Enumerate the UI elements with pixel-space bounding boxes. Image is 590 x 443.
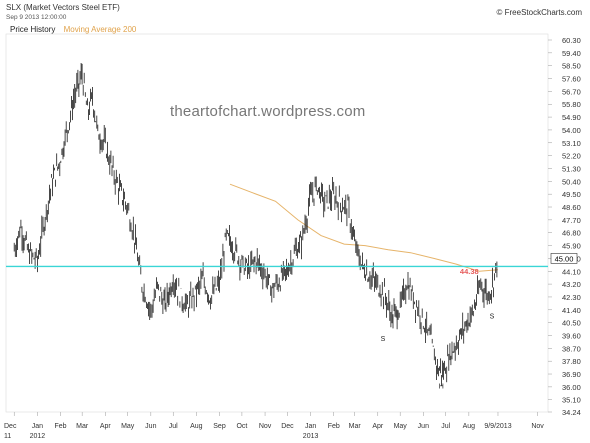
ma-value-label: 44.38 [460,267,479,276]
x-tick-label: Sep [213,423,226,430]
y-tick-label: 37.80 [562,357,581,366]
last-price-label: 45.00 [555,254,574,263]
x-tick-label: Mar [349,423,362,430]
x-tick-label: Jan [32,423,43,430]
x-year-label: 2013 [303,433,319,440]
y-tick-label: 41.40 [562,306,581,315]
y-tick-label: 54.00 [562,126,581,135]
y-tick-label: 60.30 [562,36,581,45]
chart-datetime: Sep 9 2013 12:00:00 [6,14,67,21]
chart-header: SLX (Market Vectors Steel ETF) Sep 9 201… [6,3,120,23]
y-tick-label: 47.70 [562,216,581,225]
y-tick-label: 36.00 [562,383,581,392]
y-tick-label: 46.80 [562,229,581,238]
x-tick-label: Jun [145,423,156,430]
x-tick-label: Feb [54,423,66,430]
x-tick-label: Apr [100,423,112,430]
y-tick-label: 53.10 [562,139,581,148]
x-tick-label: Dec [4,423,17,430]
y-tick-label: 39.60 [562,331,581,340]
y-tick-label: 38.70 [562,344,581,353]
x-tick-label: Nov [531,423,544,430]
x-tick-label: Aug [463,423,476,430]
y-tick-label: 36.90 [562,370,581,379]
x-tick-label: Dec [281,423,294,430]
y-tick-label: 34.24 [562,408,581,417]
plot-border [5,33,549,413]
x-tick-label: 9/9/2013 [484,423,511,430]
x-tick-label: Nov [259,423,272,430]
pattern-annotation: S [381,336,386,343]
x-tick-label: May [394,423,408,430]
y-tick-label: 43.20 [562,280,581,289]
x-year-label: 11 [4,433,11,440]
y-tick-label: 57.60 [562,75,581,84]
chart-legend: Price History Moving Average 200 [10,25,136,35]
y-tick-label: 40.50 [562,319,581,328]
x-tick-label: Oct [236,423,247,430]
pattern-annotation: H [439,383,444,390]
y-tick-label: 55.80 [562,100,581,109]
legend-price-history[interactable]: Price History [10,25,56,34]
x-tick-label: Jan [305,423,316,430]
x-year-label: 2012 [30,433,46,440]
y-tick-label: 35.10 [562,396,581,405]
watermark-text: theartofchart.wordpress.com [170,103,366,120]
y-tick-label: 59.40 [562,49,581,58]
chart-title: SLX (Market Vectors Steel ETF) [6,3,120,12]
y-tick-label: 42.30 [562,293,581,302]
y-tick-label: 50.40 [562,177,581,186]
y-tick-label: 44.10 [562,267,581,276]
y-tick-label: 56.70 [562,87,581,96]
pattern-annotation: S [490,313,495,320]
x-tick-label: Jun [418,423,429,430]
last-price-box [550,253,578,264]
y-tick-label: 58.50 [562,62,581,71]
brand-label: © FreeStockCharts.com [496,8,582,17]
y-tick-label: 48.60 [562,203,581,212]
x-tick-label: Aug [190,423,203,430]
legend-moving-average[interactable]: Moving Average 200 [63,25,137,34]
y-tick-label: 52.20 [562,152,581,161]
x-tick-label: Apr [372,423,384,430]
y-tick-label: 45.90 [562,242,581,251]
y-tick-label: 54.90 [562,113,581,122]
x-tick-label: Jul [441,423,450,430]
x-tick-label: May [121,423,135,430]
y-tick-label: 49.50 [562,190,581,199]
y-tick-label: 51.30 [562,164,581,173]
x-tick-label: Jul [169,423,178,430]
ma-200-line [229,183,499,272]
x-tick-label: Mar [76,423,89,430]
x-tick-label: Feb [328,423,340,430]
